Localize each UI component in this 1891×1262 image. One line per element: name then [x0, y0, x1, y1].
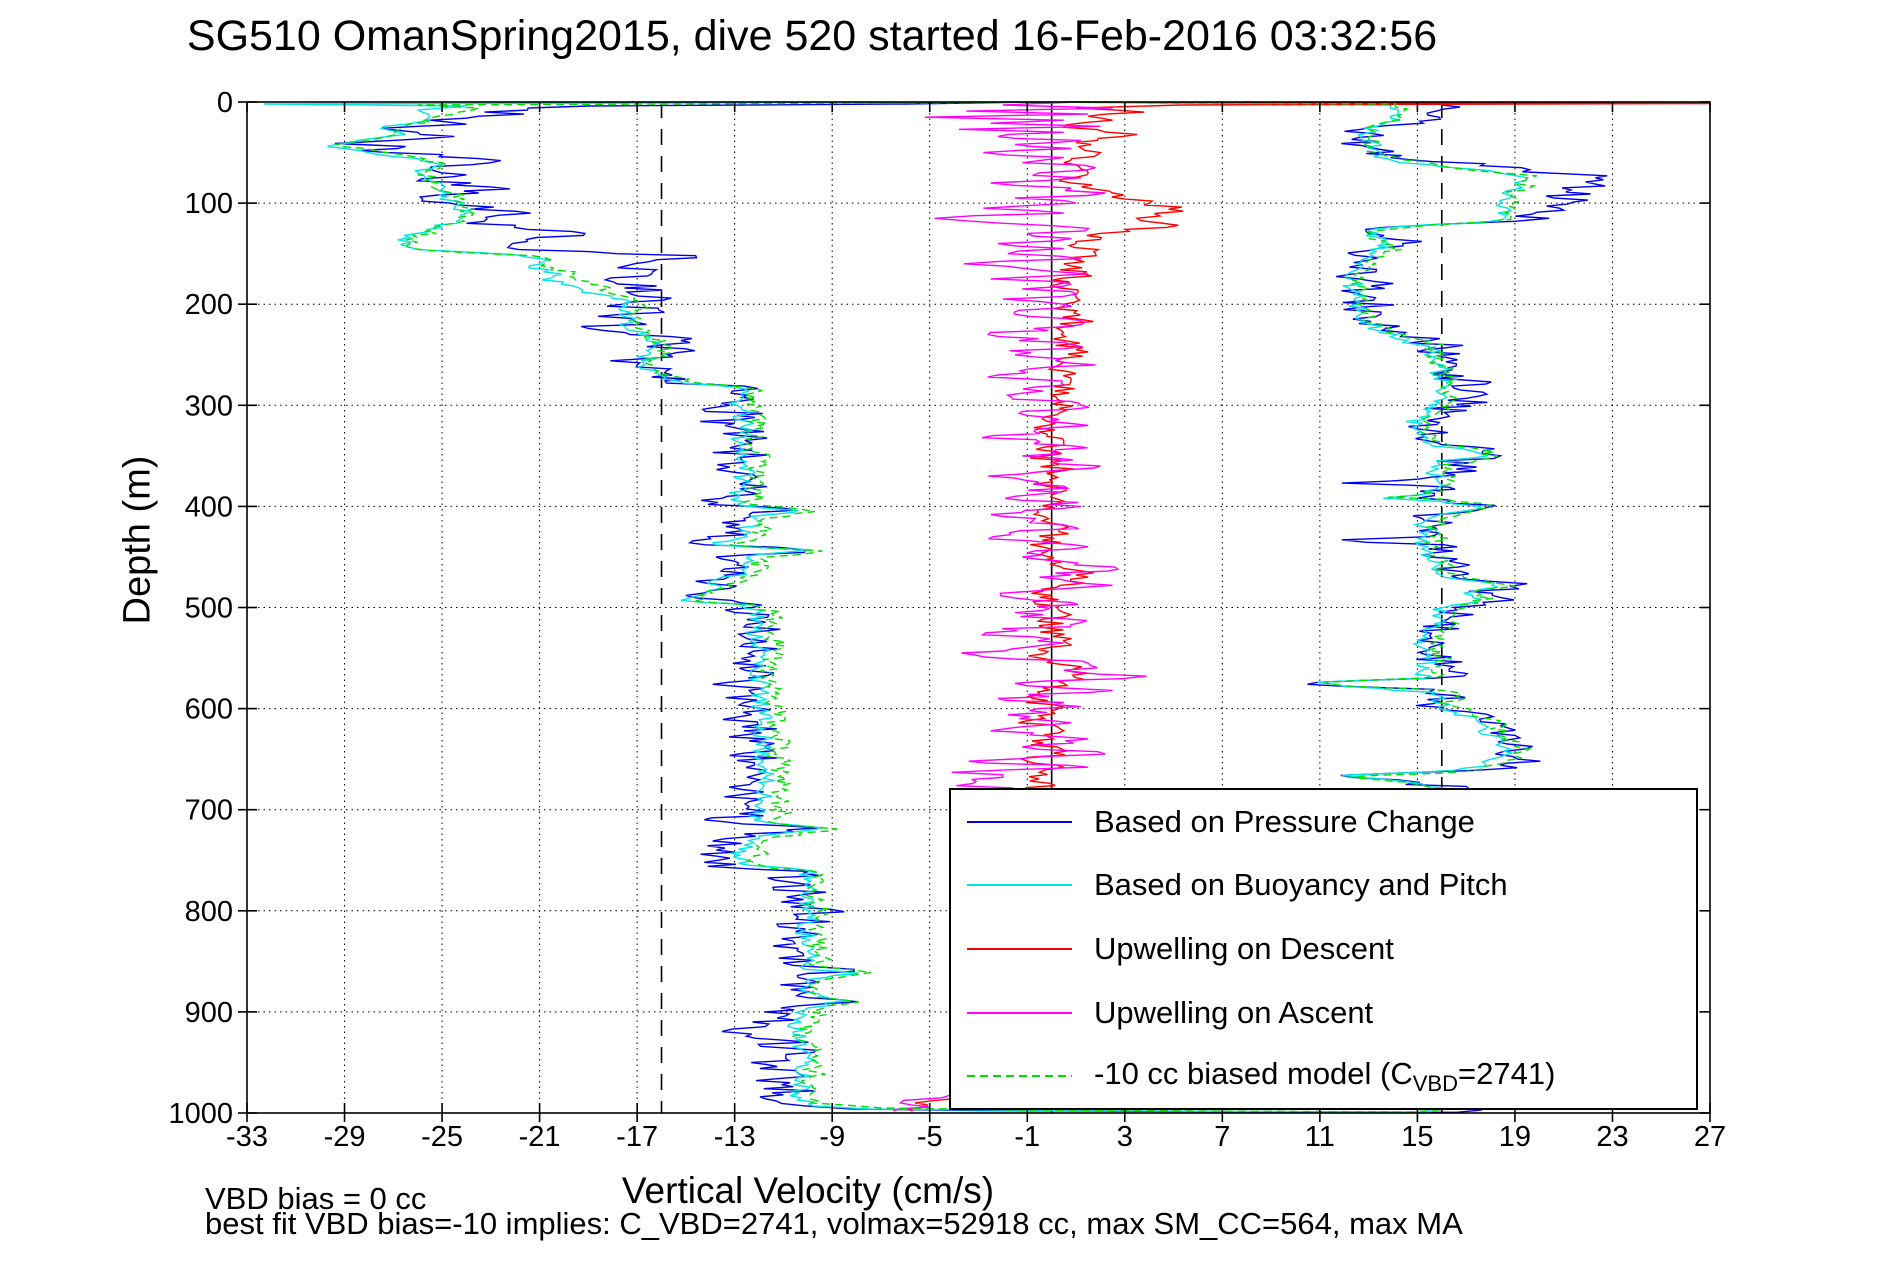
y-tick-label: 0: [217, 87, 233, 119]
y-tick-label: 100: [185, 188, 233, 220]
y-tick-label: 1000: [168, 1098, 233, 1130]
legend-line-sample: [967, 1011, 1072, 1014]
legend-line-sample: [967, 820, 1072, 823]
x-tick-label: -1: [1014, 1121, 1040, 1153]
y-tick-label: 700: [185, 795, 233, 827]
x-tick-label: -25: [421, 1121, 463, 1153]
x-tick-label: 11: [1305, 1121, 1335, 1153]
legend-item-label: Based on Pressure Change: [1094, 803, 1475, 839]
x-tick-label: 27: [1694, 1121, 1726, 1153]
best-fit-annotation: best fit VBD bias=-10 implies: C_VBD=274…: [205, 1206, 1463, 1241]
x-tick-label: 19: [1499, 1121, 1531, 1153]
y-tick-label: 600: [185, 694, 233, 726]
y-axis-label: Depth (m): [116, 455, 159, 625]
legend-item-2: Based on Buoyancy and Pitch: [951, 854, 1696, 916]
x-tick-label: -17: [616, 1121, 658, 1153]
y-tick-label: 500: [185, 593, 233, 625]
x-axis-label: Vertical Velocity (cm/s): [621, 1170, 995, 1211]
y-tick-label: 800: [185, 896, 233, 928]
y-tick-label: 300: [185, 390, 233, 422]
x-tick-label: -13: [714, 1121, 756, 1153]
x-tick-label: -29: [324, 1121, 366, 1153]
legend-line-sample: [967, 1075, 1072, 1078]
legend-item-label: -10 cc biased model (CVBD=2741): [1094, 1055, 1556, 1096]
page-title: SG510 OmanSpring2015, dive 520 started 1…: [186, 12, 1438, 60]
legend-line-sample: [967, 947, 1072, 950]
x-tick-label: -5: [917, 1121, 943, 1153]
vbd-bias-annotation: VBD bias = 0 cc: [205, 1181, 427, 1216]
y-tick-label: 900: [185, 997, 233, 1029]
legend-item-label: Upwelling on Ascent: [1094, 994, 1374, 1030]
legend-item-4: Upwelling on Ascent: [951, 982, 1696, 1044]
x-tick-label: -9: [819, 1121, 845, 1153]
y-tick-label: 200: [185, 289, 233, 321]
legend-item-label: Based on Buoyancy and Pitch: [1094, 867, 1508, 903]
x-tick-label: 23: [1596, 1121, 1628, 1153]
x-tick-label: -21: [519, 1121, 561, 1153]
legend-item-5: -10 cc biased model (CVBD=2741): [951, 1045, 1696, 1107]
legend-item-3: Upwelling on Descent: [951, 918, 1696, 980]
x-tick-label: 3: [1117, 1121, 1133, 1153]
x-tick-label: 15: [1401, 1121, 1433, 1153]
x-tick-label: 7: [1214, 1121, 1230, 1153]
x-tick-label: -33: [226, 1121, 268, 1153]
legend-line-sample: [967, 884, 1072, 887]
legend-item-label: Upwelling on Descent: [1094, 930, 1394, 966]
legend-item-1: Based on Pressure Change: [951, 791, 1696, 853]
y-tick-label: 400: [185, 491, 233, 523]
legend-box: Based on Pressure Change Based on Buoyanc…: [949, 788, 1698, 1110]
